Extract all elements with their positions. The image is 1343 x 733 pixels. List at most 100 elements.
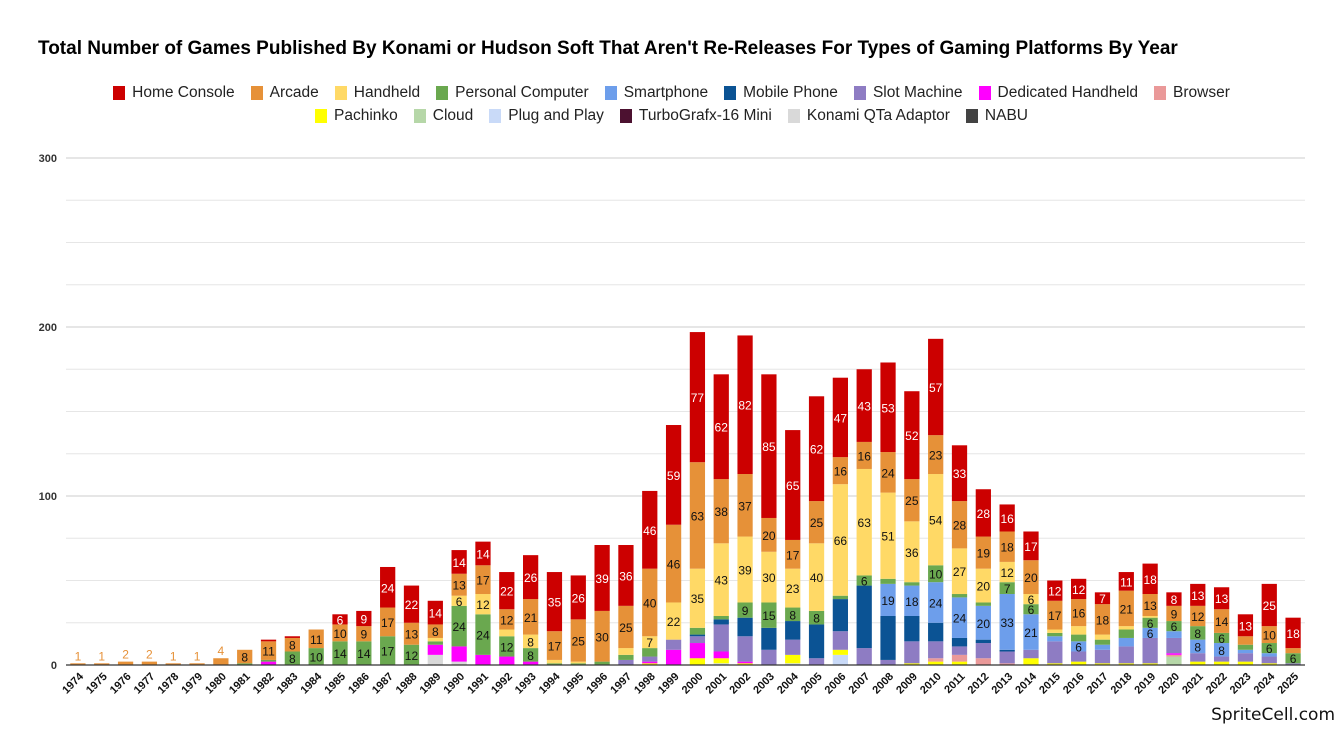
data-label: 13 [1191, 589, 1205, 603]
x-tick-label: 2006 [823, 671, 849, 697]
data-label: 12 [1072, 583, 1086, 597]
x-tick-label: 2018 [1109, 671, 1135, 697]
data-label: 6 [1218, 632, 1225, 646]
data-label: 6 [1171, 620, 1178, 634]
bar-segment-personal-computer [1261, 643, 1277, 654]
bar-segment-handheld [570, 661, 586, 664]
bar-segment-handheld [785, 568, 801, 608]
bar-segment-mobile-phone [880, 615, 896, 660]
bar-segment-handheld [689, 568, 706, 628]
bar-segment-home-console [856, 369, 872, 442]
bar-segment-home-console [1071, 578, 1087, 600]
bar-segment-mobile-phone [856, 585, 872, 649]
data-label: 27 [953, 565, 967, 579]
x-tick-label: 2005 [799, 671, 825, 697]
x-tick-label: 1981 [227, 671, 253, 697]
legend-label: TurboGrafx-16 Mini [638, 107, 772, 124]
x-tick-label: 1974 [60, 670, 86, 696]
data-label: 21 [1024, 626, 1038, 640]
bar-segment-home-console [403, 585, 420, 623]
data-label: 40 [810, 571, 824, 585]
bar-segment-arcade [213, 658, 229, 665]
legend-label: Personal Computer [455, 84, 589, 101]
bar-segment-konami-qta-adaptor [427, 654, 443, 665]
x-tick-label: 2007 [847, 671, 873, 697]
bar-segment-personal-computer [975, 602, 991, 606]
data-label: 12 [1191, 610, 1205, 624]
data-label: 65 [786, 479, 800, 493]
data-label: 23 [786, 582, 800, 596]
bar-segment-handheld [642, 636, 658, 649]
bar-segment-personal-computer [570, 663, 586, 665]
data-label: 54 [929, 514, 943, 528]
data-label: 85 [762, 440, 776, 454]
data-label: 8 [527, 635, 534, 649]
data-label: 9 [742, 604, 749, 618]
bar-segment-handheld [1142, 615, 1158, 618]
bar-stack-2019 [1142, 563, 1158, 665]
bar-segment-personal-computer [499, 636, 515, 657]
x-tick-label: 1993 [513, 671, 539, 697]
data-label: 19 [977, 547, 991, 561]
legend-label: Dedicated Handheld [997, 84, 1139, 101]
bar-segment-home-console [689, 332, 706, 463]
bar-stack-1985 [332, 614, 348, 665]
bar-segment-personal-computer [1237, 644, 1254, 650]
bar-segment-home-console [737, 335, 753, 475]
bar-segment-pachinko [1213, 661, 1230, 665]
data-label: 22 [667, 615, 681, 629]
x-tick-label: 2003 [751, 671, 777, 697]
bar-segment-smartphone [1213, 643, 1230, 657]
bar-segment-slot-machine [737, 636, 753, 662]
data-label: 30 [595, 630, 609, 644]
legend-swatch [334, 86, 347, 100]
data-label: 1 [194, 649, 201, 663]
legend-label: NABU [984, 107, 1028, 124]
bar-segment-arcade [1190, 605, 1206, 627]
legend-swatch [436, 86, 449, 100]
bar-stack-2020 [1166, 592, 1182, 665]
bar-segment-personal-computer [403, 644, 420, 665]
legend-swatch [978, 86, 991, 100]
bar-segment-slot-machine [975, 643, 991, 659]
data-label: 57 [929, 381, 943, 395]
data-label: 66 [834, 534, 848, 548]
x-tick-label: 2024 [1252, 670, 1278, 696]
legend-item-slot-machine: Slot Machine [853, 84, 963, 102]
x-tick-label: 2020 [1156, 671, 1182, 697]
bar-segment-home-console [1261, 583, 1277, 627]
bar-segment-mobile-phone [928, 622, 944, 642]
bar-segment-slot-machine [856, 648, 872, 665]
x-tick-label: 2022 [1204, 671, 1230, 697]
bar-segment-arcade [1023, 560, 1039, 595]
x-tick-label: 2000 [680, 671, 706, 697]
bar-segment-slot-machine [785, 639, 801, 655]
bar-segment-home-console [284, 636, 300, 638]
bar-segment-arcade [808, 501, 825, 544]
bar-segment-personal-computer [1190, 626, 1206, 640]
data-label: 6 [337, 613, 344, 627]
data-label: 10 [1263, 629, 1277, 643]
data-label: 18 [1000, 541, 1014, 555]
data-label: 8 [432, 625, 439, 639]
bar-segment-personal-computer [713, 615, 729, 620]
bar-stack-2007 [856, 369, 872, 665]
data-label: 43 [858, 400, 872, 414]
bar-segment-personal-computer [332, 641, 348, 665]
x-tick-label: 1986 [346, 671, 372, 697]
data-label: 8 [527, 649, 534, 663]
bar-stack-2000 [689, 332, 706, 665]
bar-stack-2025 [1285, 617, 1301, 665]
bar-segment-home-console [1166, 592, 1182, 606]
bar-segment-personal-computer [618, 654, 634, 660]
data-label: 22 [500, 585, 514, 599]
data-label: 14 [476, 547, 490, 561]
bar-stack-1978 [165, 663, 181, 665]
x-tick-label: 2025 [1275, 671, 1301, 697]
bar-segment-home-console [808, 396, 825, 502]
data-label: 6 [1028, 603, 1035, 617]
data-label: 63 [858, 516, 872, 530]
data-label: 11 [1120, 575, 1133, 589]
data-label: 36 [619, 569, 633, 583]
bar-segment-arcade [451, 573, 467, 596]
